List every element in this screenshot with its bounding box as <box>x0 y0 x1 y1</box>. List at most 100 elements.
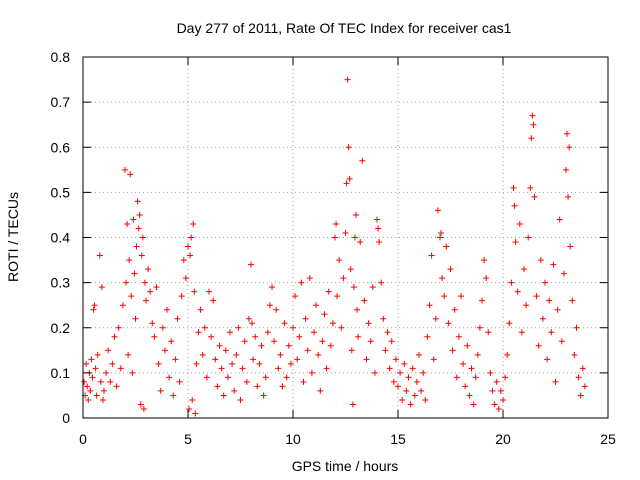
data-point <box>159 324 166 331</box>
data-point <box>239 365 246 372</box>
data-point <box>113 383 120 390</box>
data-point <box>468 365 475 372</box>
x-tick-label: 5 <box>184 431 192 447</box>
data-point <box>109 360 116 367</box>
data-point <box>157 387 164 394</box>
data-point <box>563 166 569 173</box>
data-point <box>432 315 439 322</box>
data-point <box>516 220 523 227</box>
data-point <box>189 396 196 403</box>
data-point <box>430 356 437 363</box>
data-points <box>81 76 588 417</box>
data-point <box>399 396 406 403</box>
data-point <box>371 369 378 376</box>
data-point <box>443 243 450 250</box>
chart-title: Day 277 of 2011, Rate Of TEC Index for r… <box>177 20 512 36</box>
data-point <box>418 387 425 394</box>
data-point <box>554 306 561 313</box>
data-point <box>117 365 124 372</box>
x-tick-label: 20 <box>495 431 511 447</box>
data-point <box>455 333 462 340</box>
data-point <box>453 374 460 381</box>
data-point <box>111 333 118 340</box>
data-point <box>344 76 351 83</box>
data-point <box>107 378 114 385</box>
data-point <box>333 220 340 227</box>
data-point <box>464 342 471 349</box>
data-point <box>420 369 427 376</box>
data-point <box>90 306 97 313</box>
x-tick-label: 0 <box>79 431 87 447</box>
data-point <box>380 315 387 322</box>
y-tick-labels: 0 0.1 0.2 0.3 0.4 0.5 0.6 0.7 0.8 <box>51 49 71 426</box>
data-point <box>119 302 126 309</box>
data-point <box>250 356 257 363</box>
data-point <box>390 378 397 385</box>
data-point <box>208 333 215 340</box>
data-point <box>539 315 546 322</box>
data-point <box>292 293 299 300</box>
data-point <box>392 356 399 363</box>
data-point <box>552 378 559 385</box>
data-point <box>428 252 435 259</box>
data-point <box>127 171 134 178</box>
data-point <box>216 342 223 349</box>
data-point <box>281 320 288 327</box>
data-point <box>407 401 414 408</box>
data-point <box>416 351 422 358</box>
data-point <box>308 369 315 376</box>
data-point <box>384 329 391 336</box>
data-point <box>348 347 355 354</box>
data-point <box>138 252 145 259</box>
data-point <box>521 266 527 273</box>
x-tick-label: 25 <box>600 431 616 447</box>
data-point <box>306 275 313 282</box>
data-point <box>334 293 341 300</box>
data-point <box>315 351 322 358</box>
data-point <box>94 351 101 358</box>
data-point <box>577 392 584 399</box>
y-tick-label: 0.5 <box>51 184 71 200</box>
data-point <box>168 338 175 345</box>
data-point <box>533 293 540 300</box>
data-point <box>566 144 573 151</box>
data-point <box>350 284 357 291</box>
data-point <box>136 211 143 218</box>
data-point <box>319 338 326 345</box>
data-point <box>327 342 334 349</box>
data-point <box>357 239 364 246</box>
data-point <box>485 329 492 336</box>
data-point <box>182 275 189 282</box>
data-point <box>199 351 206 358</box>
data-point <box>172 356 179 363</box>
data-point <box>298 279 305 286</box>
data-point <box>176 378 183 385</box>
data-point <box>382 347 389 354</box>
data-point <box>122 166 128 173</box>
data-point <box>560 270 567 277</box>
data-point <box>124 220 131 227</box>
data-point <box>93 392 100 399</box>
data-point <box>548 329 555 336</box>
data-point <box>401 360 408 367</box>
data-point <box>275 365 282 372</box>
data-point <box>411 392 418 399</box>
data-point <box>174 315 181 322</box>
data-point <box>254 383 261 390</box>
data-point <box>466 392 473 399</box>
data-point <box>296 333 303 340</box>
data-point <box>409 365 416 372</box>
data-point <box>528 135 535 142</box>
data-point <box>336 257 343 264</box>
data-point <box>470 401 477 408</box>
y-tick-label: 0.4 <box>51 230 71 246</box>
data-point <box>500 396 506 403</box>
data-point <box>248 261 254 268</box>
data-point <box>353 211 359 218</box>
data-point <box>260 392 267 399</box>
data-point <box>193 360 200 367</box>
data-point <box>97 378 104 385</box>
data-point <box>445 320 452 327</box>
data-point <box>279 383 286 390</box>
data-point <box>197 306 204 313</box>
